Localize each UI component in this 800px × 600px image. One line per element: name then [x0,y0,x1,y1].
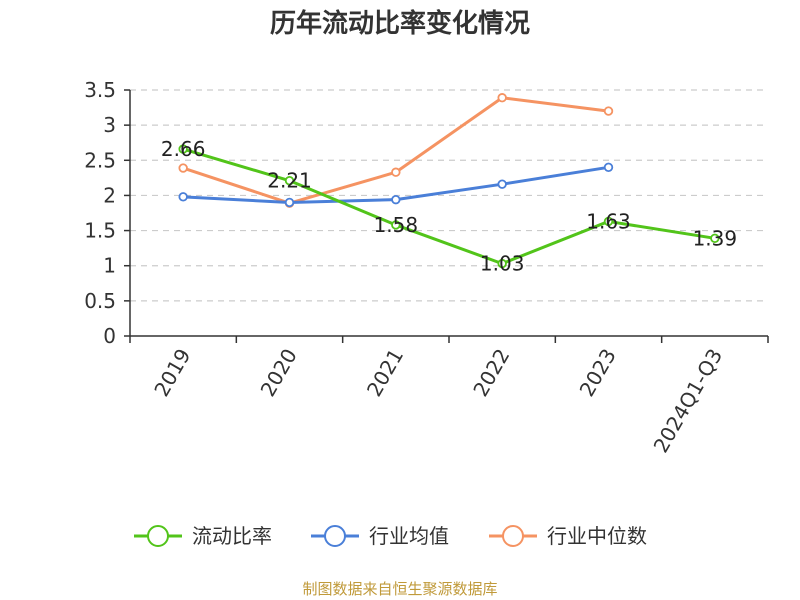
data-point [603,216,614,227]
legend-label: 行业中位数 [547,524,647,548]
legend-label: 行业均值 [369,524,449,548]
series-line-3 [182,96,609,205]
x-tick-label: 2020 [256,345,302,401]
data-label: 1.63 [586,209,631,233]
y-tick-label: 3.5 [84,78,116,102]
x-tick-label: 2019 [149,345,195,401]
data-point [178,144,188,154]
data-point [497,179,507,189]
x-tick-label: 2022 [468,344,514,400]
chart-title: 历年流动比率变化情况 [270,8,530,39]
data-label: 2.66 [161,137,206,161]
data-point [178,192,188,202]
data-label: 2.21 [267,169,312,193]
data-point [710,233,720,244]
data-labels: 2.66 2.21 1.58 1.03 1.63 1.39 [161,137,737,276]
data-point [391,220,401,230]
legend-swatch-marker [147,525,169,547]
series-line-1 [182,147,716,266]
y-tick-label: 1 [103,254,116,278]
data-point [178,163,188,173]
legend-label: 流动比率 [192,524,272,548]
data-point [497,258,507,269]
data-point [603,162,614,173]
legend-swatch-marker [324,525,346,547]
y-tick-label: 0.5 [84,289,116,313]
y-tick-label: 2.5 [84,148,116,172]
data-label: 1.39 [693,226,738,250]
y-tick-label: 2 [103,183,116,207]
data-point [391,194,401,205]
source-note: 制图数据来自恒生聚源数据库 [302,580,497,598]
data-point [497,93,507,103]
x-tick-label: 2021 [362,345,408,401]
data-label: 1.58 [374,213,419,237]
data-label: 1.03 [480,252,525,276]
data-point [391,167,401,177]
data-point [284,197,295,208]
axes: 0 0.5 1 1.5 2 2.5 3 3.5 2019 2020 2021 2022 2023 2024… [84,78,769,457]
x-tick-label: 2023 [575,345,621,401]
x-tick-label: 2024Q1-Q3 [648,345,727,457]
series-group [178,93,720,269]
data-point [284,175,295,186]
data-point [603,106,614,116]
y-tick-label: 0 [103,324,116,348]
legend-swatch-marker [502,525,524,547]
grid-lines [130,89,768,302]
y-tick-label: 1.5 [84,219,116,243]
y-tick-label: 3 [103,113,116,137]
legend: 流动比率 行业均值 行业中位数 [134,524,647,548]
